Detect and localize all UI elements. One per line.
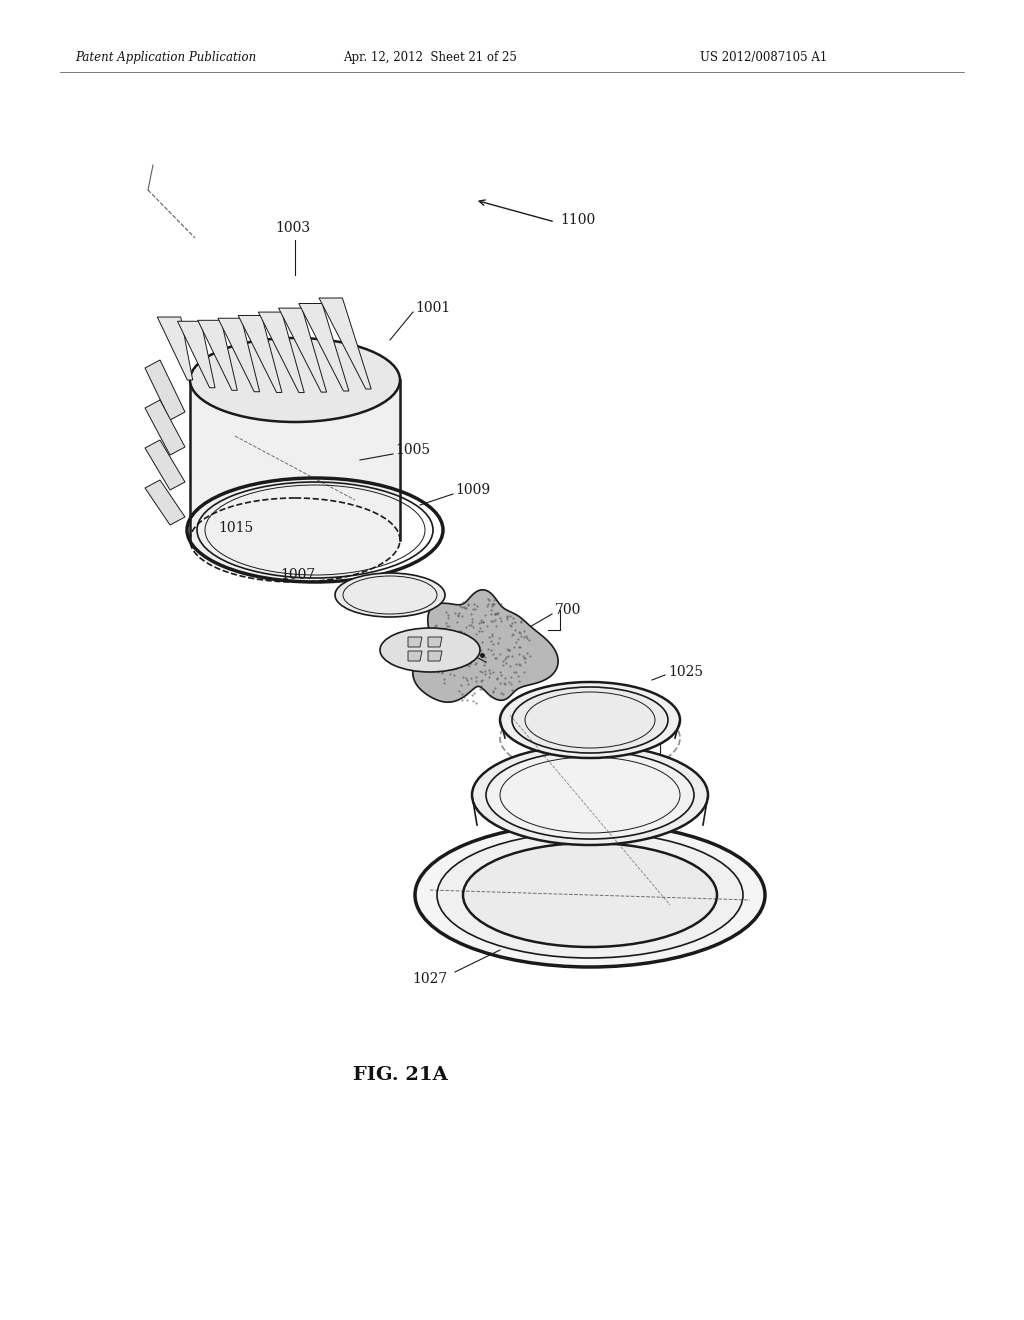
Ellipse shape xyxy=(415,822,765,968)
Text: Patent Application Publication: Patent Application Publication xyxy=(75,51,256,65)
Polygon shape xyxy=(258,312,304,392)
Polygon shape xyxy=(177,321,215,388)
Polygon shape xyxy=(428,638,442,647)
Ellipse shape xyxy=(486,751,694,840)
Text: 1009: 1009 xyxy=(455,483,490,498)
Polygon shape xyxy=(408,638,422,647)
Text: 1100: 1100 xyxy=(560,213,595,227)
Text: 1025: 1025 xyxy=(668,665,703,678)
Ellipse shape xyxy=(437,832,743,958)
Text: 1001: 1001 xyxy=(415,301,451,315)
Text: 1027: 1027 xyxy=(413,972,447,986)
Text: 1007: 1007 xyxy=(281,568,315,582)
Text: US 2012/0087105 A1: US 2012/0087105 A1 xyxy=(700,51,827,65)
Polygon shape xyxy=(190,380,400,540)
Text: 1005: 1005 xyxy=(395,444,430,457)
Text: FIG. 21A: FIG. 21A xyxy=(352,1067,447,1084)
Polygon shape xyxy=(408,651,422,661)
Polygon shape xyxy=(319,298,371,389)
Polygon shape xyxy=(198,321,238,391)
Polygon shape xyxy=(145,480,185,525)
Text: Apr. 12, 2012  Sheet 21 of 25: Apr. 12, 2012 Sheet 21 of 25 xyxy=(343,51,517,65)
Ellipse shape xyxy=(190,338,400,422)
Ellipse shape xyxy=(335,573,445,616)
Polygon shape xyxy=(218,318,260,392)
Polygon shape xyxy=(279,308,327,392)
Polygon shape xyxy=(413,590,558,702)
Text: 1003: 1003 xyxy=(275,220,310,235)
Ellipse shape xyxy=(380,628,480,672)
Polygon shape xyxy=(299,304,349,391)
Polygon shape xyxy=(145,360,185,420)
Ellipse shape xyxy=(472,744,708,845)
Polygon shape xyxy=(158,317,193,380)
Polygon shape xyxy=(145,440,185,490)
Polygon shape xyxy=(145,400,185,455)
Text: 1015: 1015 xyxy=(218,521,253,535)
Text: 700: 700 xyxy=(555,603,582,616)
Ellipse shape xyxy=(190,498,400,582)
Ellipse shape xyxy=(463,843,717,946)
Ellipse shape xyxy=(512,686,668,752)
Ellipse shape xyxy=(500,682,680,758)
Polygon shape xyxy=(239,315,282,392)
Polygon shape xyxy=(428,651,442,661)
